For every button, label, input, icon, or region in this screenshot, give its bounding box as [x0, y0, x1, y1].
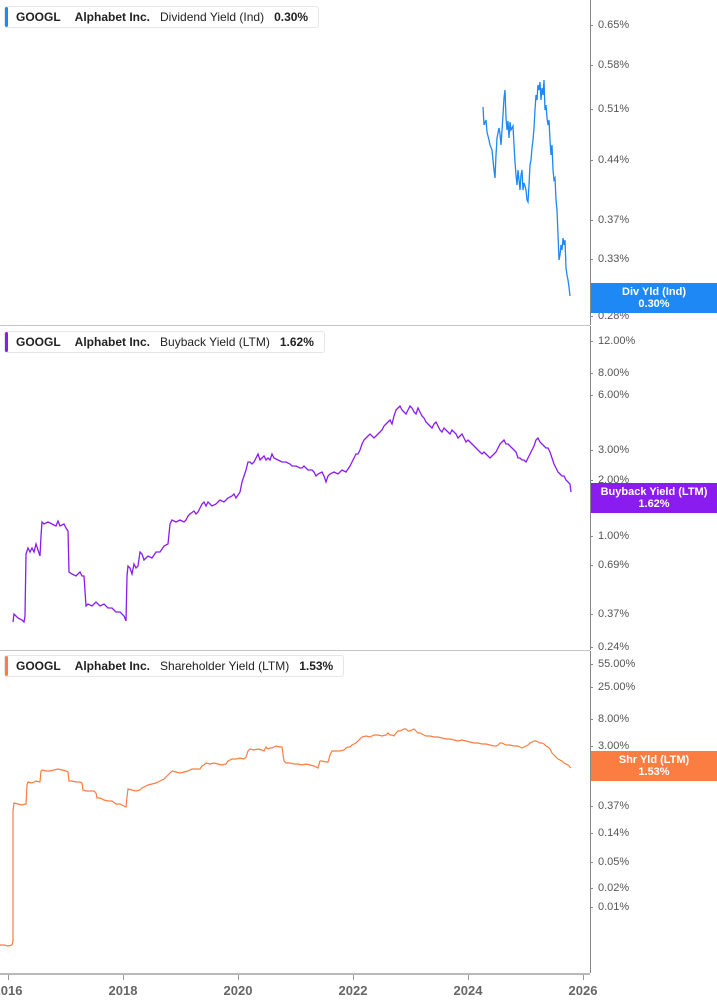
- shareholder-legend: GOOGL Alphabet Inc. Shareholder Yield (L…: [4, 655, 345, 677]
- x-axis-label: 2024: [453, 983, 483, 998]
- badge-label: Div Yld (Ind): [622, 286, 686, 298]
- legend-value: 1.62%: [279, 335, 314, 349]
- y-tick: 55.00%: [589, 658, 636, 670]
- x-tick: [8, 975, 9, 980]
- legend-ticker: GOOGL: [16, 659, 61, 673]
- legend-value: 0.30%: [274, 10, 309, 24]
- dividend-yield-line: [482, 79, 571, 297]
- x-axis-label: 2016: [0, 983, 23, 998]
- buyback-yield-panel: GOOGL Alphabet Inc. Buyback Yield (LTM) …: [0, 326, 717, 653]
- y-tick: 0.14%: [589, 827, 630, 839]
- badge-label: Buyback Yield (LTM): [600, 486, 708, 498]
- y-tick: 8.00%: [589, 367, 630, 379]
- y-tick: 0.33%: [589, 253, 630, 265]
- buyback-color-swatch: [5, 332, 8, 352]
- legend-ticker: GOOGL: [16, 335, 61, 349]
- y-tick: 0.44%: [589, 154, 630, 166]
- y-tick: 0.01%: [589, 901, 630, 913]
- x-tick: [468, 975, 469, 980]
- legend-ticker: GOOGL: [16, 10, 61, 24]
- y-tick: 0.28%: [589, 310, 630, 322]
- buyback-yield-line: [12, 404, 572, 624]
- x-tick: [123, 975, 124, 980]
- y-tick: 0.05%: [589, 856, 630, 868]
- y-tick: 0.69%: [589, 559, 630, 571]
- y-tick: 12.00%: [589, 335, 636, 347]
- y-tick: 25.00%: [589, 681, 636, 693]
- dividend-legend: GOOGL Alphabet Inc. Dividend Yield (Ind)…: [4, 6, 320, 28]
- dividend-value-badge: Div Yld (Ind) 0.30%: [591, 283, 717, 313]
- x-axis-label: 2022: [338, 983, 368, 998]
- legend-company: Alphabet Inc.: [74, 10, 151, 24]
- shareholder-yield-line: [0, 728, 572, 947]
- y-tick: 1.00%: [589, 530, 630, 542]
- x-tick: [583, 975, 584, 980]
- panel-divider[interactable]: [0, 650, 590, 651]
- y-tick: 6.00%: [589, 389, 630, 401]
- y-tick: 0.24%: [589, 641, 630, 653]
- buyback-legend: GOOGL Alphabet Inc. Buyback Yield (LTM) …: [4, 331, 325, 353]
- dividend-color-swatch: [5, 7, 8, 27]
- x-tick: [238, 975, 239, 980]
- y-tick: 3.00%: [589, 740, 630, 752]
- shareholder-yield-panel: GOOGL Alphabet Inc. Shareholder Yield (L…: [0, 651, 717, 973]
- y-tick: 0.37%: [589, 608, 630, 620]
- legend-metric: Shareholder Yield (LTM): [160, 659, 290, 673]
- badge-value: 1.62%: [638, 498, 670, 510]
- shareholder-color-swatch: [5, 656, 8, 676]
- panel-divider[interactable]: [0, 325, 590, 326]
- legend-metric: Dividend Yield (Ind): [160, 10, 265, 24]
- y-tick: 0.65%: [589, 19, 630, 31]
- y-tick: 0.37%: [589, 214, 630, 226]
- badge-label: Shr Yld (LTM): [618, 754, 690, 766]
- y-tick: 3.00%: [589, 444, 630, 456]
- buyback-plot-area[interactable]: [0, 326, 591, 650]
- badge-value: 1.53%: [638, 766, 670, 778]
- y-tick: 0.37%: [589, 800, 630, 812]
- buyback-value-badge: Buyback Yield (LTM) 1.62%: [591, 483, 717, 513]
- shareholder-plot-area[interactable]: [0, 651, 591, 973]
- x-axis-label: 2026: [568, 983, 598, 998]
- x-axis-label: 2020: [223, 983, 253, 998]
- y-tick: 0.02%: [589, 882, 630, 894]
- x-axis: [0, 973, 590, 975]
- shareholder-value-badge: Shr Yld (LTM) 1.53%: [591, 751, 717, 781]
- dividend-yield-panel: GOOGL Alphabet Inc. Dividend Yield (Ind)…: [0, 0, 717, 325]
- legend-company: Alphabet Inc.: [74, 335, 151, 349]
- x-tick: [353, 975, 354, 980]
- legend-metric: Buyback Yield (LTM): [160, 335, 270, 349]
- badge-value: 0.30%: [638, 298, 670, 310]
- x-axis-label: 2018: [108, 983, 138, 998]
- legend-company: Alphabet Inc.: [74, 659, 151, 673]
- legend-value: 1.53%: [299, 659, 334, 673]
- y-tick: 0.51%: [589, 103, 630, 115]
- y-tick: 0.58%: [589, 59, 630, 71]
- y-tick: 8.00%: [589, 713, 630, 725]
- dividend-plot-area[interactable]: [0, 0, 591, 325]
